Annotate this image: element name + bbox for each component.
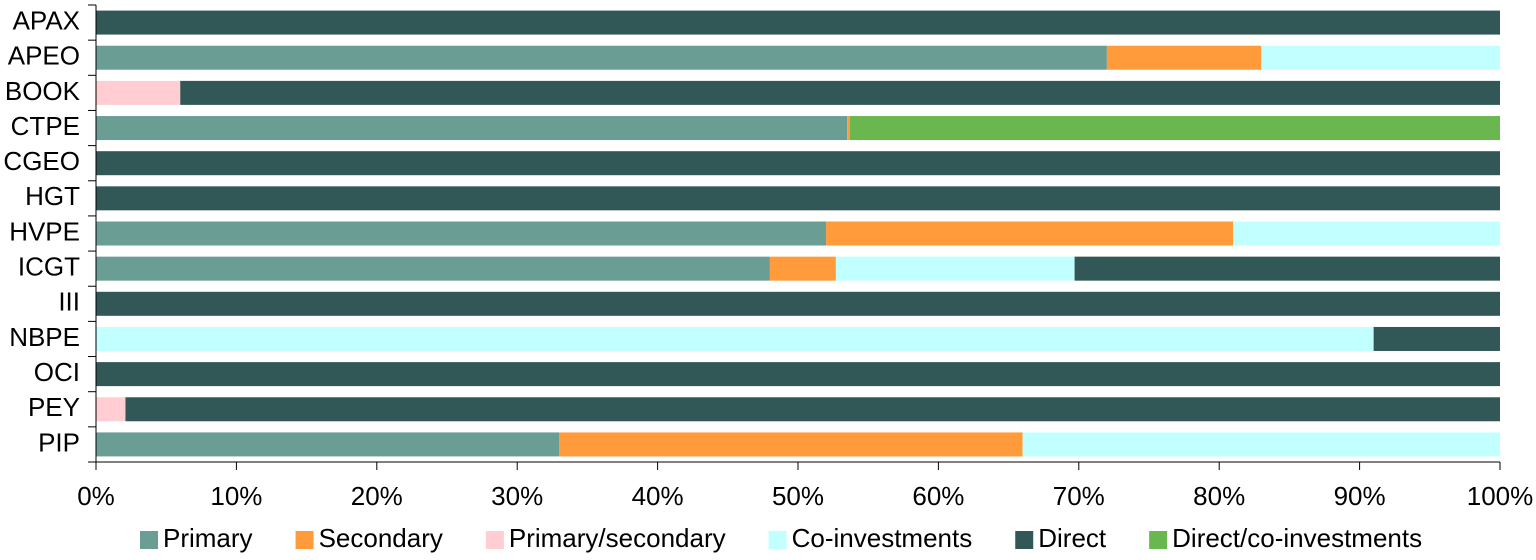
bar-segment <box>1106 45 1262 70</box>
bar-segment <box>1261 45 1500 70</box>
bar-segment <box>125 397 1500 422</box>
bar-segment <box>96 221 827 246</box>
bar-segment <box>96 151 1500 176</box>
y-tick-label: ICGT <box>18 252 80 282</box>
legend-label: Secondary <box>319 523 443 553</box>
legend-swatch <box>768 531 787 549</box>
x-tick-label: 50% <box>772 481 824 511</box>
bar-segment <box>96 45 1107 70</box>
x-tick-label: 80% <box>1193 481 1245 511</box>
bar-segment <box>769 256 836 281</box>
legend-swatch <box>295 531 314 549</box>
y-tick-label: BOOK <box>5 76 81 106</box>
bar-segment <box>96 256 770 281</box>
bar-segment <box>847 116 850 141</box>
y-tick-label: III <box>58 287 80 317</box>
bar-segment <box>1373 326 1500 351</box>
legend-label: Primary <box>163 523 253 553</box>
bar-segment <box>96 10 1500 35</box>
bar-segment <box>96 326 1374 351</box>
legend-label: Direct <box>1038 523 1107 553</box>
bar-segment <box>1233 221 1500 246</box>
x-tick-label: 40% <box>632 481 684 511</box>
legend-label: Primary/secondary <box>509 523 726 553</box>
legend-label: Direct/co-investments <box>1172 523 1422 553</box>
bar-segment <box>826 221 1234 246</box>
x-tick-label: 30% <box>491 481 543 511</box>
bar-segment <box>180 80 1501 105</box>
bar-segment <box>96 186 1500 211</box>
bar-segment <box>96 397 126 422</box>
bar-segment <box>1022 432 1500 457</box>
x-tick-label: 20% <box>351 481 403 511</box>
bar-segment <box>1074 256 1500 281</box>
y-tick-label: PEY <box>28 392 80 422</box>
y-tick-label: APAX <box>13 5 80 35</box>
legend-label: Co-investments <box>792 523 973 553</box>
y-tick-label: PIP <box>38 427 80 457</box>
bar-segment <box>96 432 560 457</box>
bar-segment <box>849 116 1500 141</box>
legend-swatch <box>1149 531 1168 549</box>
x-tick-label: 10% <box>210 481 262 511</box>
legend-swatch <box>140 531 158 549</box>
x-tick-label: 60% <box>912 481 964 511</box>
bar-segment <box>96 291 1500 316</box>
y-tick-label: CGEO <box>3 146 80 176</box>
x-tick-label: 100% <box>1467 481 1534 511</box>
y-tick-label: APEO <box>8 41 80 71</box>
bar-segment <box>559 432 1023 457</box>
y-tick-label: CTPE <box>11 111 80 141</box>
legend-swatch <box>1015 531 1034 549</box>
x-tick-label: 90% <box>1334 481 1386 511</box>
legend-swatch <box>485 531 504 549</box>
bar-segment <box>835 256 1075 281</box>
y-tick-label: NBPE <box>9 322 80 352</box>
y-tick-label: HGT <box>25 181 80 211</box>
y-tick-label: OCI <box>34 357 80 387</box>
x-tick-label: 0% <box>77 481 115 511</box>
bar-segment <box>96 362 1500 387</box>
bar-segment <box>96 116 848 141</box>
bar-segment <box>96 80 181 105</box>
y-tick-label: HVPE <box>9 216 80 246</box>
x-tick-label: 70% <box>1053 481 1105 511</box>
